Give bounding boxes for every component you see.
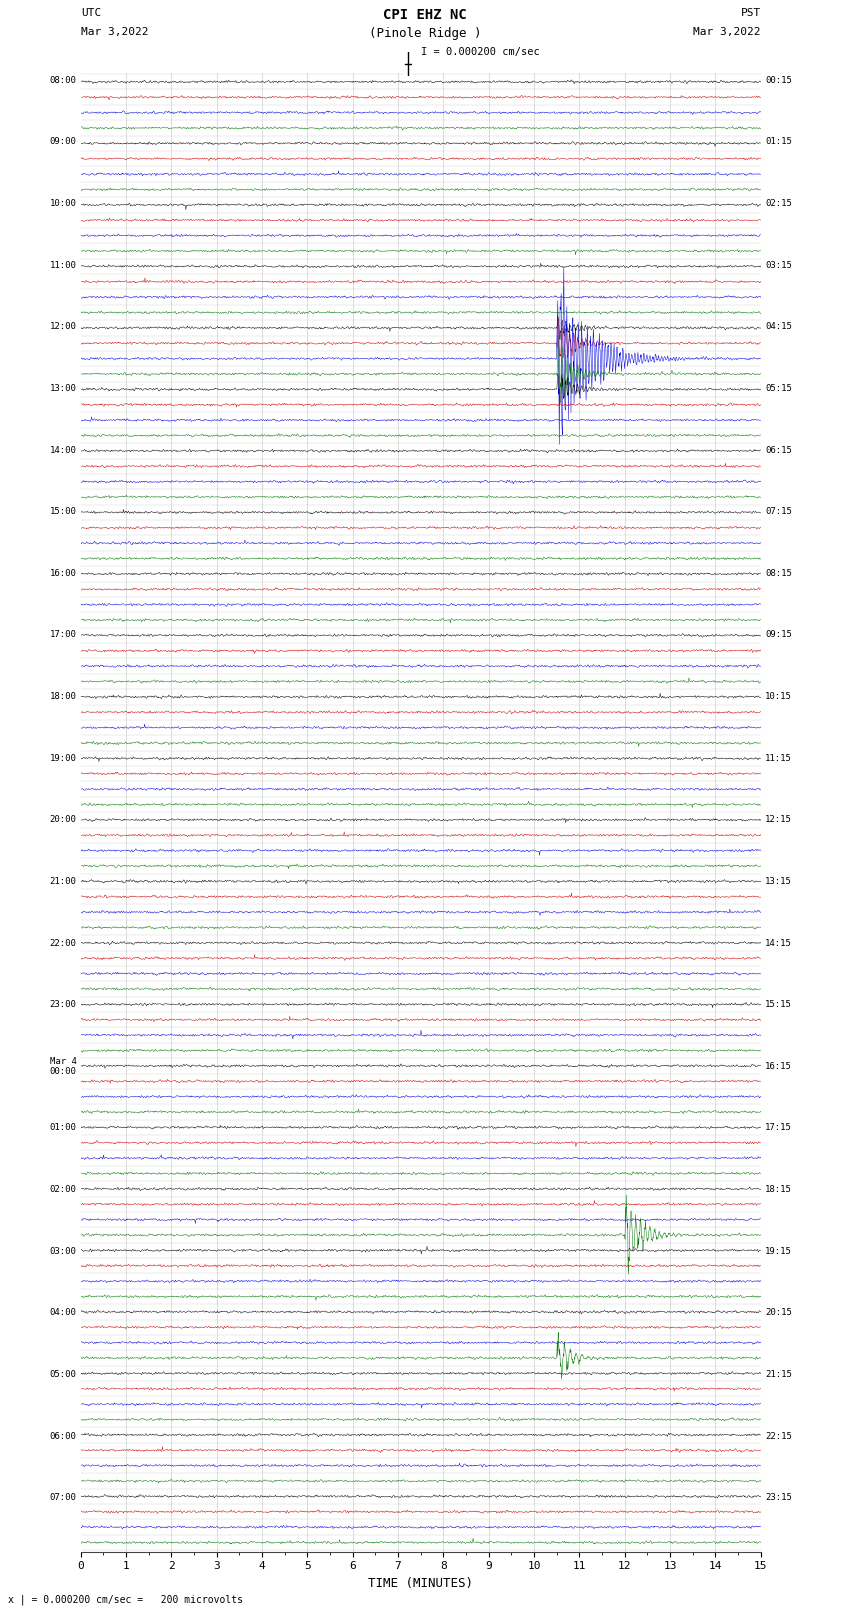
Text: 04:00: 04:00: [49, 1308, 76, 1318]
Text: 08:00: 08:00: [49, 76, 76, 85]
Text: 06:00: 06:00: [49, 1432, 76, 1440]
X-axis label: TIME (MINUTES): TIME (MINUTES): [368, 1578, 473, 1590]
Text: 18:00: 18:00: [49, 692, 76, 702]
Text: 06:15: 06:15: [765, 445, 792, 455]
Text: 12:00: 12:00: [49, 323, 76, 331]
Text: Mar 3,2022: Mar 3,2022: [81, 27, 148, 37]
Text: 08:15: 08:15: [765, 569, 792, 577]
Text: 02:00: 02:00: [49, 1186, 76, 1194]
Text: 14:00: 14:00: [49, 445, 76, 455]
Text: 12:15: 12:15: [765, 815, 792, 824]
Text: 15:15: 15:15: [765, 1000, 792, 1010]
Text: 05:00: 05:00: [49, 1369, 76, 1379]
Text: 20:00: 20:00: [49, 815, 76, 824]
Text: x | = 0.000200 cm/sec =   200 microvolts: x | = 0.000200 cm/sec = 200 microvolts: [8, 1594, 243, 1605]
Text: 16:00: 16:00: [49, 569, 76, 577]
Text: CPI EHZ NC: CPI EHZ NC: [383, 8, 467, 23]
Text: 15:00: 15:00: [49, 506, 76, 516]
Text: 20:15: 20:15: [765, 1308, 792, 1318]
Text: Mar 3,2022: Mar 3,2022: [694, 27, 761, 37]
Text: 07:15: 07:15: [765, 506, 792, 516]
Text: 19:00: 19:00: [49, 753, 76, 763]
Text: 11:15: 11:15: [765, 753, 792, 763]
Text: PST: PST: [740, 8, 761, 18]
Text: 14:15: 14:15: [765, 939, 792, 947]
Text: 23:15: 23:15: [765, 1494, 792, 1502]
Text: 01:00: 01:00: [49, 1124, 76, 1132]
Text: 16:15: 16:15: [765, 1061, 792, 1071]
Text: 09:00: 09:00: [49, 137, 76, 147]
Text: 21:15: 21:15: [765, 1369, 792, 1379]
Text: 02:15: 02:15: [765, 198, 792, 208]
Text: 09:15: 09:15: [765, 631, 792, 639]
Text: I = 0.000200 cm/sec: I = 0.000200 cm/sec: [421, 47, 540, 56]
Text: 05:15: 05:15: [765, 384, 792, 394]
Text: 17:00: 17:00: [49, 631, 76, 639]
Text: 10:00: 10:00: [49, 198, 76, 208]
Text: (Pinole Ridge ): (Pinole Ridge ): [369, 27, 481, 40]
Text: 04:15: 04:15: [765, 323, 792, 331]
Text: 22:15: 22:15: [765, 1432, 792, 1440]
Text: 13:15: 13:15: [765, 877, 792, 886]
Text: 11:00: 11:00: [49, 261, 76, 269]
Text: 10:15: 10:15: [765, 692, 792, 702]
Text: 23:00: 23:00: [49, 1000, 76, 1010]
Text: 03:00: 03:00: [49, 1247, 76, 1257]
Text: 03:15: 03:15: [765, 261, 792, 269]
Text: 01:15: 01:15: [765, 137, 792, 147]
Text: 22:00: 22:00: [49, 939, 76, 947]
Text: Mar 4
00:00: Mar 4 00:00: [49, 1057, 76, 1076]
Text: 00:15: 00:15: [765, 76, 792, 85]
Text: 21:00: 21:00: [49, 877, 76, 886]
Text: UTC: UTC: [81, 8, 101, 18]
Text: 17:15: 17:15: [765, 1124, 792, 1132]
Text: 13:00: 13:00: [49, 384, 76, 394]
Text: 19:15: 19:15: [765, 1247, 792, 1257]
Text: 07:00: 07:00: [49, 1494, 76, 1502]
Text: 18:15: 18:15: [765, 1186, 792, 1194]
